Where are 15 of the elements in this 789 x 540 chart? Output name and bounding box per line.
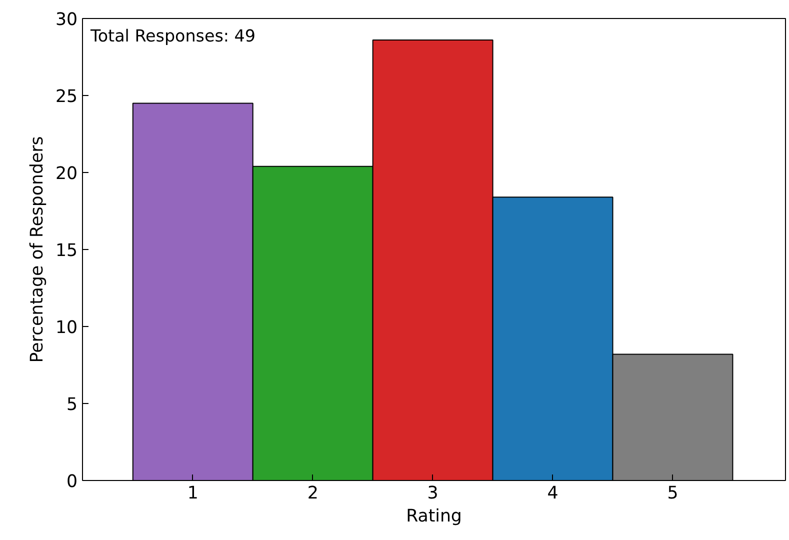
x-axis-title: Rating (406, 506, 462, 526)
x-tick-label: 5 (667, 484, 678, 504)
y-tick-label: 20 (55, 164, 78, 184)
y-tick-label: 30 (55, 10, 78, 30)
annotation: Total Responses: 49 (90, 26, 256, 46)
y-tick-label: 10 (55, 318, 78, 338)
y-tick-label: 25 (55, 87, 78, 107)
y-tick-label: 15 (55, 241, 78, 261)
y-tick-label: 0 (66, 472, 78, 492)
x-tick-label: 2 (307, 484, 318, 504)
x-tick-label: 3 (427, 484, 438, 504)
y-tick-label: 5 (66, 395, 78, 415)
x-tick-label: 1 (187, 484, 198, 504)
y-axis-title: Percentage of Responders (27, 136, 48, 363)
x-tick-label: 4 (547, 484, 558, 504)
